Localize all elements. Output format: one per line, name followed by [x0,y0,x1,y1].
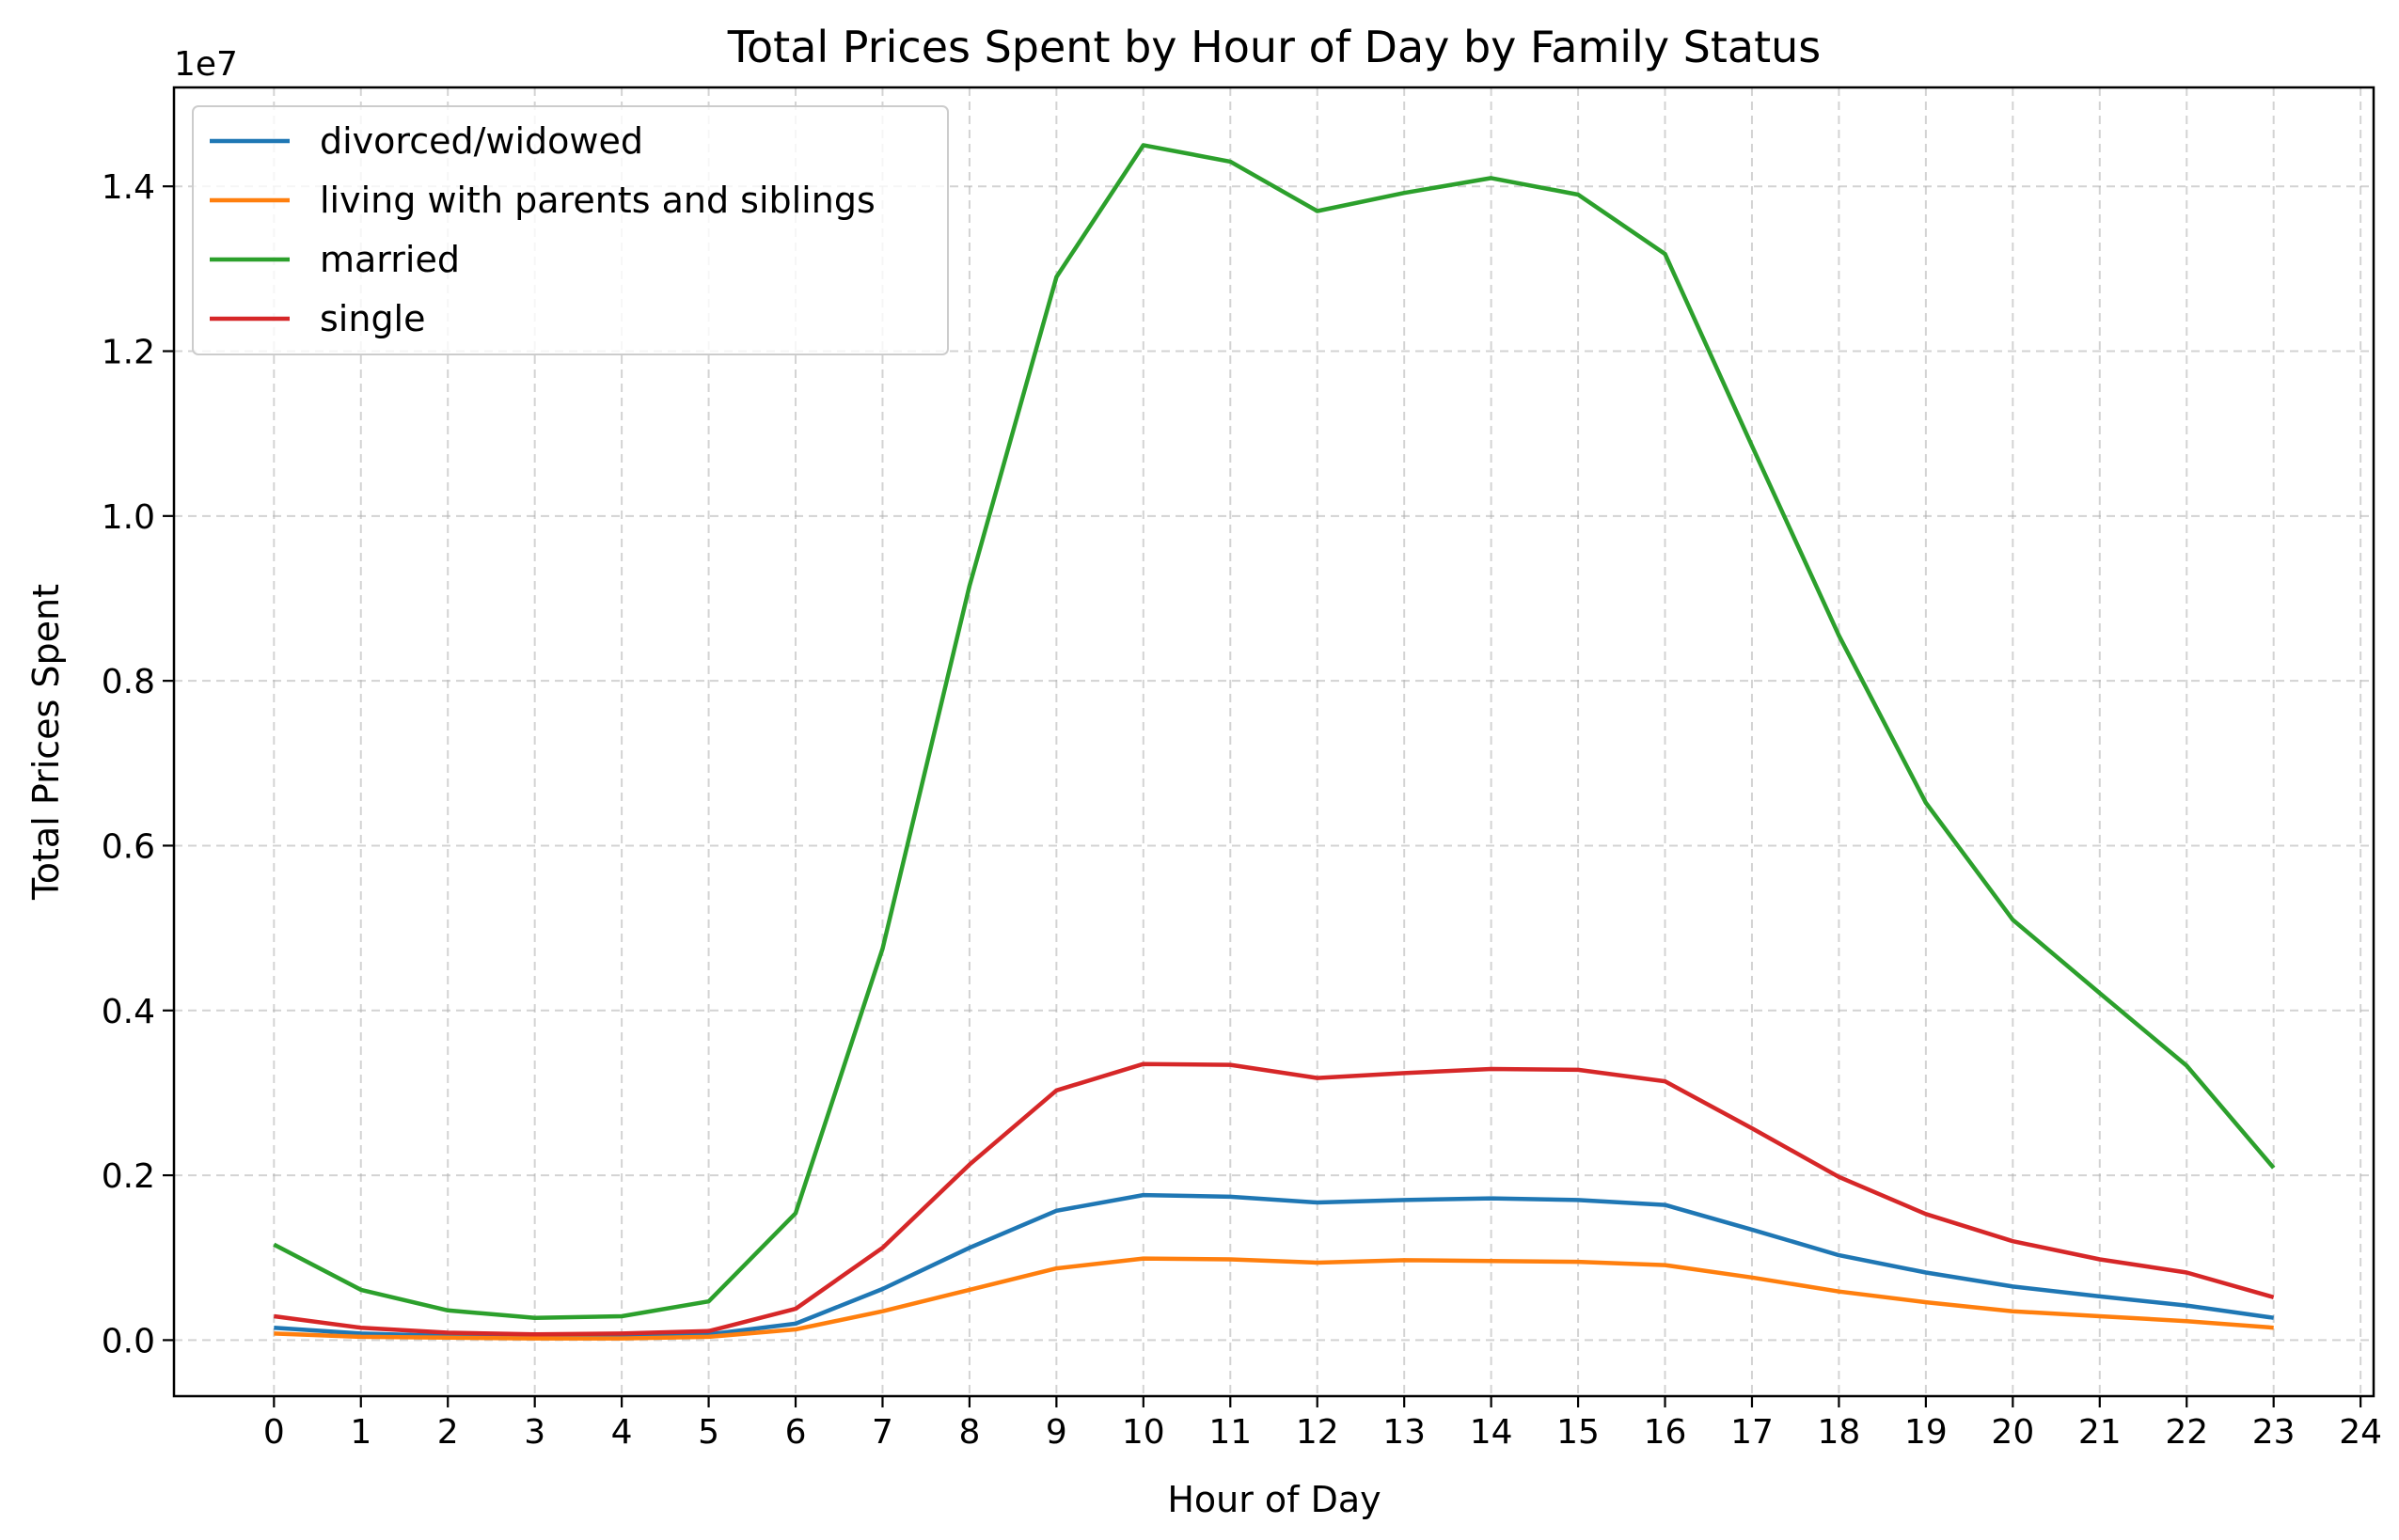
x-tick-label: 15 [1556,1413,1600,1452]
x-axis-label: Hour of Day [1167,1479,1381,1520]
x-tick-label: 13 [1382,1413,1426,1452]
chart-title: Total Prices Spent by Hour of Day by Fam… [727,22,1822,72]
series-line-married [273,143,2276,1320]
legend-label-married: married [320,239,460,280]
x-axis-ticks: 0 1 2 3 4 5 6 7 8 9 10 11 12 13 14 15 16 17 18 19 20 21 22 23 24 [263,1396,2382,1452]
x-tick-label: 1 [350,1413,371,1452]
x-tick-label: 5 [698,1413,719,1452]
plot-frame [172,86,2375,1398]
x-tick-label: 20 [1991,1413,2034,1452]
y-axis-label: Total Prices Spent [25,584,67,901]
y-tick-label: 0.0 [102,1322,155,1360]
y-tick-label: 0.2 [102,1157,155,1196]
x-tick-label: 4 [611,1413,633,1452]
x-tick-label: 22 [2165,1413,2208,1452]
series-line-single [274,1061,2275,1337]
legend: divorced/widowed living with parents and … [192,105,949,355]
x-tick-label: 9 [1046,1413,1067,1452]
x-tick-label: 21 [2078,1413,2122,1452]
x-tick-label: 6 [785,1413,807,1452]
x-tick-label: 17 [1730,1413,1774,1452]
x-tick-label: 7 [872,1413,893,1452]
x-tick-label: 0 [263,1413,285,1452]
legend-label-divorced-widowed: divorced/widowed [320,120,643,162]
x-tick-label: 10 [1122,1413,1165,1452]
x-tick-label: 3 [524,1413,545,1452]
series-line-living-with-parents-and-siblings [274,1256,2274,1341]
y-tick-label: 0.8 [102,663,155,701]
y-tick-label: 0.6 [102,827,155,866]
legend-box [192,105,949,355]
x-tick-label: 19 [1904,1413,1948,1452]
x-tick-label: 11 [1208,1413,1252,1452]
x-tick-label: 2 [437,1413,459,1452]
y-tick-label: 1.2 [102,334,155,372]
x-tick-label: 14 [1470,1413,1513,1452]
x-tick-label: 16 [1644,1413,1687,1452]
x-tick-label: 18 [1818,1413,1861,1452]
legend-label-living-with-parents-and-siblings: living with parents and siblings [320,180,876,221]
y-axis-ticks: 0.0 0.2 0.4 0.6 0.8 1.0 1.2 1.4 [102,168,174,1360]
x-tick-label: 24 [2339,1413,2382,1452]
x-tick-label: 8 [958,1413,980,1452]
x-tick-label: 12 [1296,1413,1339,1452]
x-tick-label: 23 [2252,1413,2296,1452]
y-tick-label: 1.4 [102,168,155,207]
y-tick-label: 0.4 [102,993,155,1031]
legend-label-single: single [320,298,426,339]
series-line-divorced-widowed [274,1192,2275,1340]
y-axis-offset-label: 1e7 [174,45,238,84]
legend-items: divorced/widowed living with parents and … [210,120,876,339]
y-tick-label: 1.0 [102,498,155,537]
series-group [273,143,2276,1341]
